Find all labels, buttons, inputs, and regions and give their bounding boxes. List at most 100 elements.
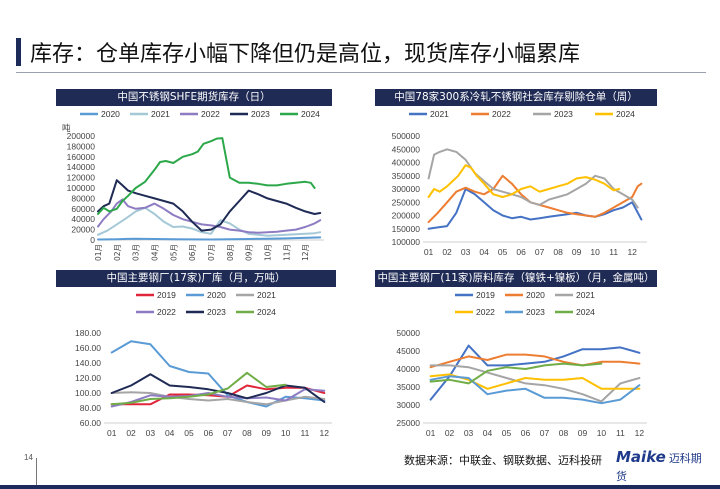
y-tick-label: 300000 xyxy=(392,184,421,194)
legend-label: 2019 xyxy=(476,290,495,300)
x-tick-label: 11月 xyxy=(282,244,291,261)
y-tick-label: 160000 xyxy=(67,152,96,162)
y-tick-label: 35000 xyxy=(396,382,420,392)
y-axis-label: 吨 xyxy=(62,123,71,134)
x-tick-label: 05 xyxy=(184,428,194,438)
y-tick-label: 100000 xyxy=(67,183,96,193)
x-tick-label: 04 xyxy=(483,428,493,438)
legend-label: 2024 xyxy=(576,307,595,317)
series-line-2021 xyxy=(97,206,322,237)
legend-label: 2023 xyxy=(207,307,226,317)
series-line-2024 xyxy=(110,371,287,406)
chart-panel-social-inventory: 中国78家300系冷轧不锈钢社会库存剔除仓单（周） 2021 2022 2023 20… xyxy=(375,89,657,265)
y-tick-label: 100.00 xyxy=(75,388,101,398)
x-tick-label: 08 xyxy=(559,428,569,438)
x-tick-label: 12 xyxy=(635,428,645,438)
chart-panel-mill-inventory: 中国主要钢厂(17家)厂库（月，万吨） 2019 2020 2021 2022 2023… xyxy=(56,270,341,448)
x-tick-label: 05 xyxy=(498,247,508,257)
x-tick-label: 01月 xyxy=(94,244,103,261)
y-tick-label: 25000 xyxy=(396,418,420,428)
x-tick-label: 06月 xyxy=(188,244,197,261)
logo-text: 迈科期货 xyxy=(616,452,702,483)
legend-label: 2021 xyxy=(430,109,449,119)
y-tick-label: 0 xyxy=(90,235,95,245)
x-tick-label: 12 xyxy=(320,428,330,438)
x-tick-label: 08月 xyxy=(226,244,235,261)
x-tick-label: 10 xyxy=(590,247,600,257)
y-tick-label: 200000 xyxy=(392,211,421,221)
title-accent-bar xyxy=(16,38,21,66)
series-line-2023 xyxy=(429,375,641,405)
series-line-2024 xyxy=(427,164,621,198)
x-tick-label: 08 xyxy=(242,428,252,438)
series-line-2022 xyxy=(110,388,326,408)
legend-label: 2023 xyxy=(554,109,573,119)
y-tick-label: 45000 xyxy=(396,346,420,356)
series-line-2020 xyxy=(429,353,641,369)
legend-label: 2020 xyxy=(207,290,226,300)
y-tick-label: 120000 xyxy=(67,173,96,183)
chart-raw-material-inventory: 2019 2020 2021 2022 2023 2024 25000 30000 35000 4… xyxy=(396,290,647,438)
x-tick-label: 05 xyxy=(502,428,512,438)
y-tick-label: 180000 xyxy=(67,141,96,151)
x-tick-label: 09 xyxy=(262,428,272,438)
legend-label: 2023 xyxy=(526,307,545,317)
series-line-2022 xyxy=(429,373,641,390)
title-divider xyxy=(16,72,706,73)
data-source: 数据来源：中联金、钢联数据、迈科投研 xyxy=(404,454,602,467)
y-tick-label: 200000 xyxy=(67,131,96,141)
y-tick-label: 400000 xyxy=(392,158,421,168)
series-line-2021 xyxy=(427,188,643,230)
x-tick-label: 02月 xyxy=(113,244,122,261)
x-tick-label: 04 xyxy=(479,247,489,257)
legend-label: 2022 xyxy=(492,109,511,119)
legend-label: 2023 xyxy=(251,109,270,119)
series-line-2021 xyxy=(429,364,641,403)
x-tick-label: 03 xyxy=(464,428,474,438)
series-line-2023 xyxy=(427,148,639,209)
y-tick-label: 50000 xyxy=(396,328,420,338)
x-tick-label: 01 xyxy=(107,428,117,438)
y-tick-label: 100000 xyxy=(392,237,421,247)
series-line-2019 xyxy=(110,384,326,406)
company-logo: Maike 迈科期货 xyxy=(616,448,711,483)
chart-panel-raw-material-inventory: 中国主要钢厂(11家)原料库存（镍铁+镍板）（月，金属吨） 2019 2020 20… xyxy=(375,270,657,448)
x-tick-label: 10 xyxy=(597,428,607,438)
legend-label: 2024 xyxy=(301,109,320,119)
x-tick-label: 08 xyxy=(553,247,563,257)
y-tick-label: 80.00 xyxy=(80,403,102,413)
y-tick-label: 60.00 xyxy=(80,418,102,428)
x-tick-label: 01 xyxy=(426,428,436,438)
x-tick-label: 09 xyxy=(572,247,582,257)
y-tick-label: 40000 xyxy=(71,214,95,224)
x-tick-label: 04月 xyxy=(151,244,160,261)
x-tick-label: 04 xyxy=(165,428,175,438)
x-tick-label: 11 xyxy=(609,247,618,257)
legend-label: 2021 xyxy=(576,290,595,300)
page-number: 14 xyxy=(24,453,33,462)
series-line-2024 xyxy=(429,362,603,385)
chart-title: 中国不锈钢SHFE期货库存（日） xyxy=(56,89,332,106)
y-tick-label: 60000 xyxy=(71,204,95,214)
chart-title: 中国主要钢厂(17家)厂库（月，万吨） xyxy=(56,270,336,287)
x-tick-label: 06 xyxy=(204,428,214,438)
y-tick-label: 40000 xyxy=(396,364,420,374)
x-tick-label: 06 xyxy=(516,247,526,257)
y-tick-label: 450000 xyxy=(392,144,421,154)
legend-label: 2024 xyxy=(616,109,635,119)
x-tick-label: 02 xyxy=(126,428,136,438)
chart-mill-inventory: 2019 2020 2021 2022 2023 2024 60.00 80.00 100.00… xyxy=(75,290,332,438)
x-tick-label: 03 xyxy=(146,428,156,438)
y-tick-label: 250000 xyxy=(392,197,421,207)
x-tick-label: 12月 xyxy=(301,244,310,261)
x-tick-label: 07 xyxy=(535,247,545,257)
chart-title: 中国主要钢厂(11家)原料库存（镍铁+镍板）（月，金属吨） xyxy=(375,270,657,287)
logo-mark: Maike xyxy=(616,448,666,466)
legend-label: 2022 xyxy=(476,307,495,317)
bottom-bar xyxy=(0,485,720,489)
chart-social-inventory: 2021 2022 2023 2024 100000 150000 200000 250000… xyxy=(392,109,647,257)
x-tick-label: 06 xyxy=(521,428,531,438)
x-tick-label: 07 xyxy=(540,428,550,438)
y-tick-label: 350000 xyxy=(392,171,421,181)
y-tick-label: 160.00 xyxy=(75,343,101,353)
